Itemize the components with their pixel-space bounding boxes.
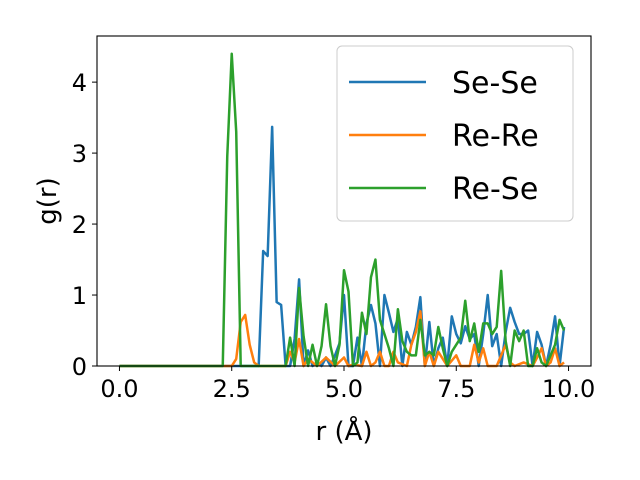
x-tick-label: 7.5 bbox=[437, 375, 475, 403]
y-tick-label: 0 bbox=[72, 353, 87, 381]
x-axis-label: r (Å) bbox=[315, 415, 372, 447]
x-tick-label: 2.5 bbox=[213, 375, 251, 403]
y-tick-label: 3 bbox=[72, 140, 87, 168]
y-tick-label: 2 bbox=[72, 211, 87, 239]
y-axis-ticks: 0 1 2 3 4 bbox=[72, 69, 97, 381]
series-line-se-se bbox=[119, 125, 566, 368]
x-tick-label: 10.0 bbox=[542, 375, 595, 403]
y-tick-label: 4 bbox=[72, 69, 87, 97]
y-axis-label: g(r) bbox=[33, 177, 63, 224]
y-tick-label: 1 bbox=[72, 282, 87, 310]
x-axis-ticks: 0.0 2.5 5.0 7.5 10.0 bbox=[100, 366, 595, 403]
legend-label-re-re: Re-Re bbox=[452, 119, 539, 154]
series-line-re-se bbox=[119, 52, 566, 368]
legend-label-re-se: Re-Se bbox=[452, 172, 538, 207]
legend: Se-Se Re-Re Re-Se bbox=[336, 45, 574, 222]
x-tick-label: 0.0 bbox=[100, 375, 138, 403]
x-tick-label: 5.0 bbox=[325, 375, 363, 403]
legend-box bbox=[336, 45, 574, 222]
legend-label-se-se: Se-Se bbox=[452, 66, 538, 101]
